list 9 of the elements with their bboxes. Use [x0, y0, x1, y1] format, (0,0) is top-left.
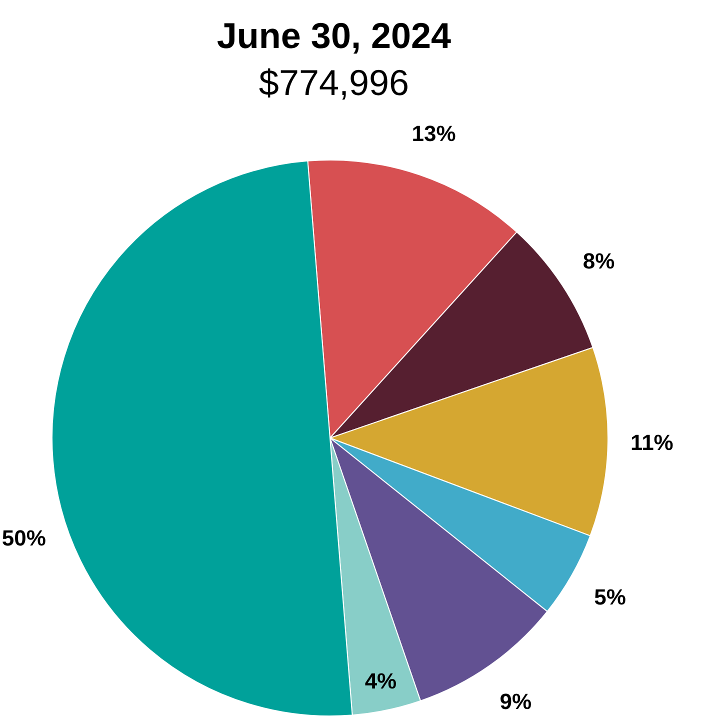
data-label: 50% — [2, 526, 46, 551]
data-label: 5% — [594, 584, 626, 610]
data-label: 9% — [500, 688, 532, 714]
chart-title: June 30, 2024 — [216, 15, 452, 56]
data-label: 11% — [630, 430, 674, 456]
data-label: 4% — [364, 668, 397, 694]
data-label: 13% — [412, 120, 456, 146]
data-label: 8% — [582, 248, 615, 274]
chart-subtitle: $774,996 — [258, 62, 410, 103]
